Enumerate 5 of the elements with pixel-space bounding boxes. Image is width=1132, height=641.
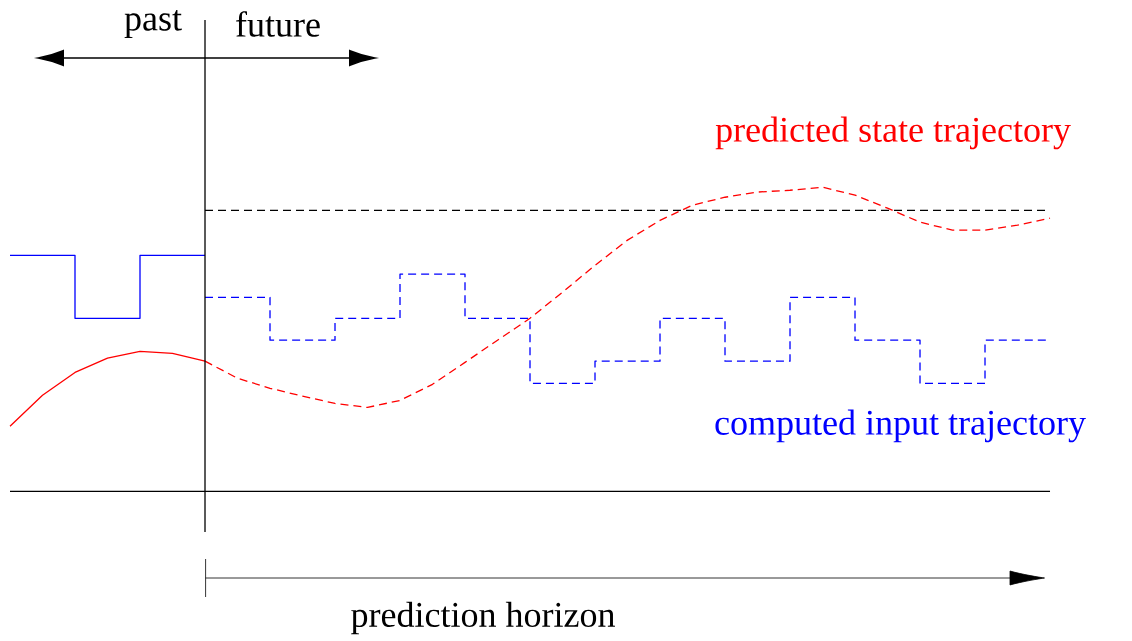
text: future <box>236 11 320 37</box>
series-label: computed input trajectory <box>715 409 1086 443</box>
text: past <box>124 10 182 38</box>
text: prediction horizon <box>351 601 615 635</box>
series-label: predicted state trajectory <box>715 116 1071 150</box>
